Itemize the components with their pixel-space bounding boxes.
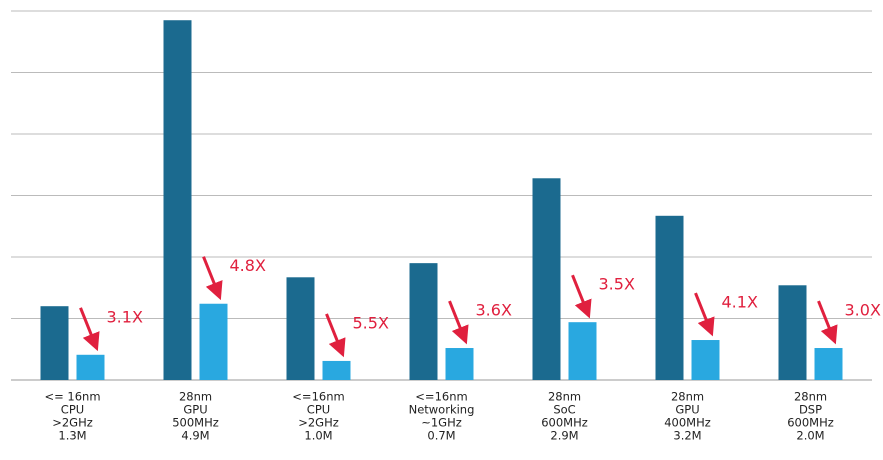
annotation: 4.8X bbox=[230, 256, 266, 275]
x-tick-label: 28nm bbox=[548, 390, 581, 404]
x-tick-label: <= 16nm bbox=[44, 390, 100, 404]
x-tick-label: 28nm bbox=[179, 390, 212, 404]
annotation: 5.5X bbox=[353, 313, 389, 332]
x-tick-label: <=16nm bbox=[292, 390, 344, 404]
x-tick-label: 28nm bbox=[671, 390, 704, 404]
x-tick-label: CPU bbox=[307, 403, 330, 417]
x-tick-label: Networking bbox=[409, 403, 475, 417]
bar bbox=[163, 20, 192, 380]
x-tick-label: CPU bbox=[61, 403, 84, 417]
annotation-arrow bbox=[571, 274, 592, 319]
bar bbox=[778, 285, 807, 380]
annotation-arrow bbox=[79, 307, 100, 352]
annotation: 3.1X bbox=[107, 307, 143, 326]
x-tick-label: 400MHz bbox=[664, 416, 711, 430]
bar bbox=[445, 348, 474, 380]
x-tick-label: 28nm bbox=[794, 390, 827, 404]
x-tick-label: GPU bbox=[183, 403, 207, 417]
x-tick-label: 4.9M bbox=[181, 429, 209, 443]
x-tick-label: 600MHz bbox=[787, 416, 834, 430]
x-tick-label: >2GHz bbox=[298, 416, 339, 430]
bar bbox=[814, 348, 843, 380]
bar bbox=[40, 306, 69, 380]
bar bbox=[286, 277, 315, 380]
bar bbox=[568, 322, 597, 380]
x-tick-label: <=16nm bbox=[415, 390, 467, 404]
x-tick-label: SoC bbox=[553, 403, 575, 417]
x-tick-label: 600MHz bbox=[541, 416, 588, 430]
annotation-arrow bbox=[325, 313, 346, 358]
x-tick-label: ~1GHz bbox=[421, 416, 462, 430]
annotation-arrow bbox=[202, 256, 223, 301]
bar bbox=[76, 354, 105, 380]
x-tick-label: 1.3M bbox=[58, 429, 86, 443]
annotation: 3.6X bbox=[476, 301, 512, 320]
bar bbox=[532, 178, 561, 380]
x-tick-label: DSP bbox=[799, 403, 822, 417]
x-tick-label: 3.2M bbox=[673, 429, 701, 443]
annotation-arrow bbox=[448, 300, 469, 345]
annotation: 3.5X bbox=[599, 275, 635, 294]
x-tick-label: 0.7M bbox=[427, 429, 455, 443]
annotation: 4.1X bbox=[722, 293, 758, 312]
x-tick-label: 1.0M bbox=[304, 429, 332, 443]
bar bbox=[655, 215, 684, 380]
bar bbox=[322, 360, 351, 380]
x-tick-label: 2.0M bbox=[796, 429, 824, 443]
x-tick-label: >2GHz bbox=[52, 416, 93, 430]
annotation-arrow bbox=[694, 292, 715, 337]
annotation-arrow bbox=[817, 300, 838, 345]
x-tick-label: GPU bbox=[675, 403, 699, 417]
x-tick-label: 2.9M bbox=[550, 429, 578, 443]
bar bbox=[691, 340, 720, 380]
bar bbox=[199, 303, 228, 380]
annotation: 3.0X bbox=[845, 301, 881, 320]
x-tick-label: 500MHz bbox=[172, 416, 219, 430]
bar bbox=[409, 263, 438, 380]
